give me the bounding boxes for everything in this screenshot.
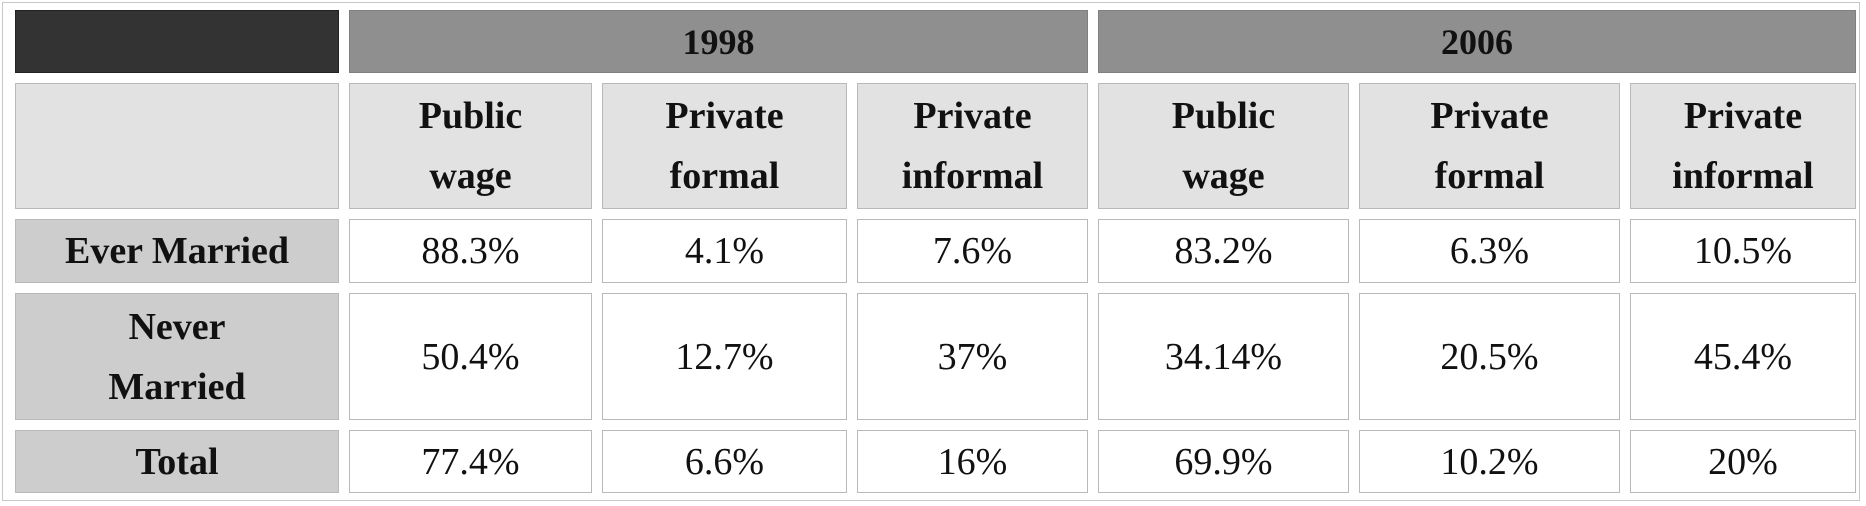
data-cell: 4.1% <box>602 219 847 283</box>
year-header: 2006 <box>1098 10 1856 73</box>
data-cell: 20% <box>1630 430 1856 493</box>
row-header: Ever Married <box>15 219 339 283</box>
column-header: Private informal <box>1630 83 1856 209</box>
column-header: Private formal <box>1359 83 1620 209</box>
year-row: 1998 2006 <box>15 10 1856 73</box>
column-header-row: Public wage Private formal Private informa… <box>15 83 1856 209</box>
data-cell: 77.4% <box>349 430 592 493</box>
row-header: Total <box>15 430 339 493</box>
corner-cell <box>15 10 339 73</box>
year-header: 1998 <box>349 10 1088 73</box>
data-cell: 69.9% <box>1098 430 1349 493</box>
data-cell: 7.6% <box>857 219 1088 283</box>
data-cell: 83.2% <box>1098 219 1349 283</box>
column-header: Public wage <box>349 83 592 209</box>
data-row: Total 77.4% 6.6% 16% 69.9% 10.2% 20% <box>15 430 1856 493</box>
data-row: Ever Married 88.3% 4.1% 7.6% 83.2% 6.3% 10.5% <box>15 219 1856 283</box>
data-cell: 45.4% <box>1630 293 1856 420</box>
data-cell: 6.6% <box>602 430 847 493</box>
data-cell: 10.2% <box>1359 430 1620 493</box>
column-header: Public wage <box>1098 83 1349 209</box>
blank-cell <box>15 83 339 209</box>
data-cell: 16% <box>857 430 1088 493</box>
data-cell: 50.4% <box>349 293 592 420</box>
data-cell: 88.3% <box>349 219 592 283</box>
data-cell: 10.5% <box>1630 219 1856 283</box>
column-header: Private formal <box>602 83 847 209</box>
row-header: Never Married <box>15 293 339 420</box>
column-header: Private informal <box>857 83 1088 209</box>
data-cell: 6.3% <box>1359 219 1620 283</box>
data-cell: 34.14% <box>1098 293 1349 420</box>
data-table: 1998 2006 Public wage Private formal Private… <box>5 0 1866 503</box>
data-row: Never Married 50.4% 12.7% 37% 34.14% 20.5% 45.… <box>15 293 1856 420</box>
data-cell: 20.5% <box>1359 293 1620 420</box>
data-cell: 12.7% <box>602 293 847 420</box>
data-cell: 37% <box>857 293 1088 420</box>
